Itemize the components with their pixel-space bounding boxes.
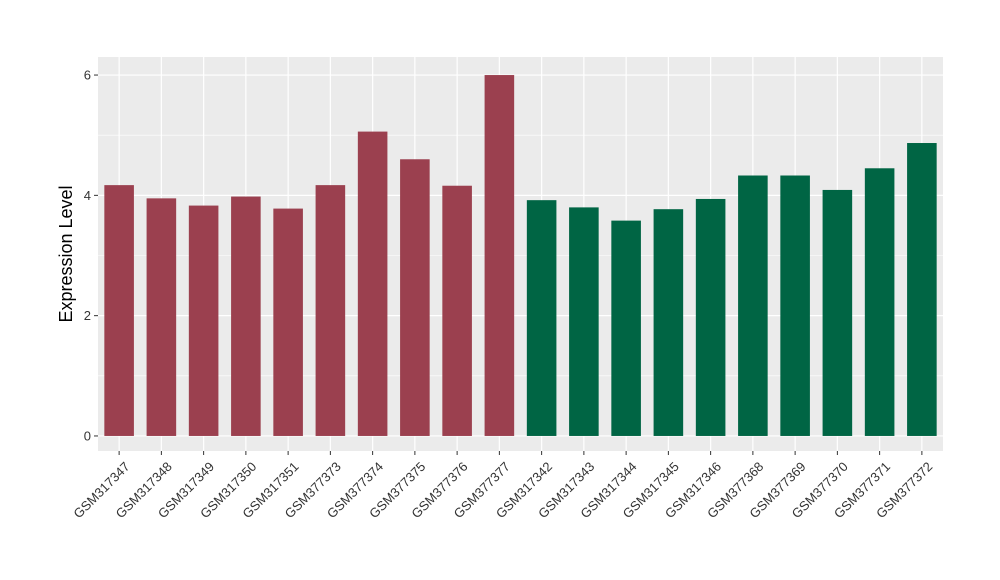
bar-gsm317346 <box>695 198 726 436</box>
bar-gsm317347 <box>104 185 134 436</box>
y-tick-label: 2 <box>84 308 91 323</box>
bar-gsm377375 <box>400 159 430 436</box>
y-tick-label: 6 <box>84 68 91 83</box>
bar-gsm377377 <box>484 75 515 436</box>
bar-gsm377372 <box>907 143 937 436</box>
bar-gsm377373 <box>315 185 346 436</box>
bars <box>104 75 937 436</box>
y-tick-label: 0 <box>84 428 91 443</box>
bar-gsm317342 <box>526 200 557 436</box>
x-axis: GSM317347GSM317348GSM317349GSM317350GSM3… <box>70 451 935 521</box>
bar-gsm317348 <box>146 198 177 436</box>
bar-gsm317345 <box>653 209 684 436</box>
y-tick-label: 4 <box>84 188 91 203</box>
y-axis-title: Expression Level <box>56 185 76 322</box>
bar-gsm377370 <box>822 189 853 436</box>
bar-gsm317349 <box>188 205 219 436</box>
bar-gsm317344 <box>611 220 641 436</box>
bar-gsm377368 <box>738 175 768 436</box>
bar-gsm377374 <box>357 131 388 436</box>
bar-gsm377376 <box>442 185 472 436</box>
bar-gsm317350 <box>231 196 261 436</box>
y-axis: 0 2 4 6 <box>84 68 98 443</box>
plot-panel <box>98 57 943 451</box>
bar-gsm317343 <box>569 207 599 436</box>
bar-gsm377371 <box>864 168 895 436</box>
bar-gsm317351 <box>273 208 303 436</box>
bar-gsm377369 <box>780 175 810 436</box>
